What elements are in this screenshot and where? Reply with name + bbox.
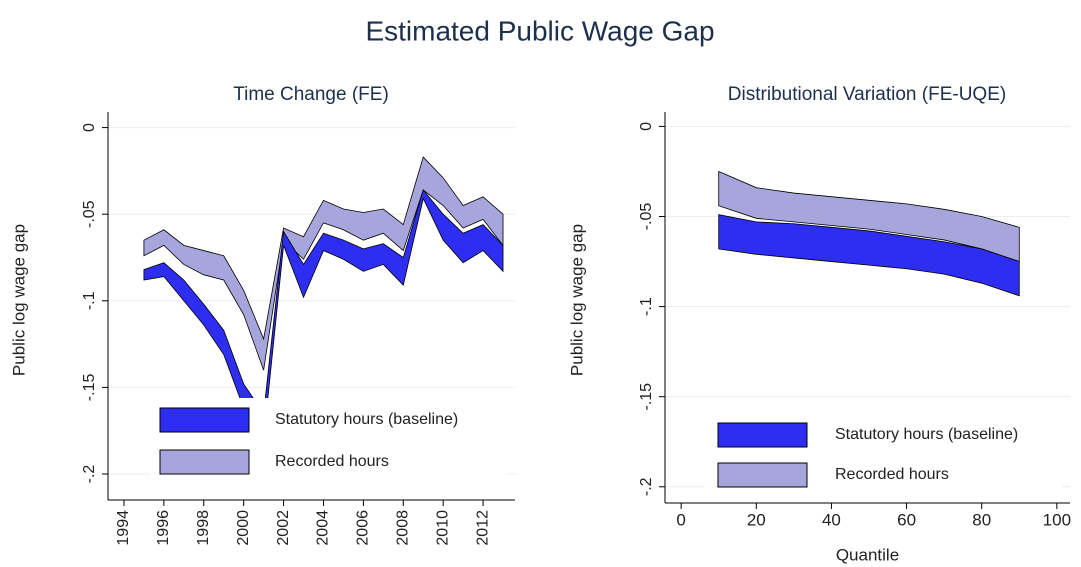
x-tick-label: 1998 [195,510,212,546]
x-tick-label: 2006 [355,510,372,546]
y-axis-label: Public log wage gap [567,224,586,376]
y-tick-label: 0 [81,123,98,132]
y-tick-label: -.2 [81,465,98,484]
x-tick-label: 0 [676,510,685,529]
legend-swatch [717,422,808,448]
legend-label: Statutory hours (baseline) [275,411,458,428]
y-tick-label: -.2 [638,477,655,496]
legend-swatch [159,407,250,433]
legend-swatch [717,462,808,488]
y-tick-label: -.15 [638,383,655,411]
x-tick-label: 20 [747,510,766,529]
panel: Distributional Variation (FE-UQE) Public … [567,84,1071,564]
x-tick-label: 2004 [315,510,332,546]
x-tick-label: 2002 [275,510,292,546]
legend-label: Recorded hours [275,453,389,470]
x-tick-label: 2010 [434,510,451,546]
x-tick-label: 1994 [115,510,132,546]
x-tick-label: 80 [972,510,991,529]
y-tick-label: 0 [638,122,655,131]
figure-title: Estimated Public Wage Gap [365,15,714,46]
x-tick-label: 1996 [155,510,172,546]
y-tick-label: -.1 [81,291,98,310]
legend-swatch [159,449,250,475]
y-tick-label: -.05 [81,200,98,228]
band-area [143,156,504,371]
x-tick-label: 40 [822,510,841,529]
panel-title: Time Change (FE) [233,84,389,105]
panel: Time Change (FE) Public log wage gap 0 -.05… [9,84,515,546]
legend-label: Recorded hours [835,466,949,483]
x-tick-label: 2008 [394,510,411,546]
panel-title: Distributional Variation (FE-UQE) [728,84,1006,105]
x-axis-label: Quantile [836,545,899,564]
x-tick-label: 2012 [474,510,491,546]
y-tick-label: -.1 [638,297,655,316]
y-tick-label: -.15 [81,374,98,402]
legend-label: Statutory hours (baseline) [835,426,1018,443]
x-tick-label: 100 [1043,510,1071,529]
y-axis-label: Public log wage gap [9,224,28,376]
y-tick-label: -.05 [638,203,655,231]
band-area [718,214,1020,297]
x-tick-label: 2000 [235,510,252,546]
x-tick-label: 60 [897,510,916,529]
